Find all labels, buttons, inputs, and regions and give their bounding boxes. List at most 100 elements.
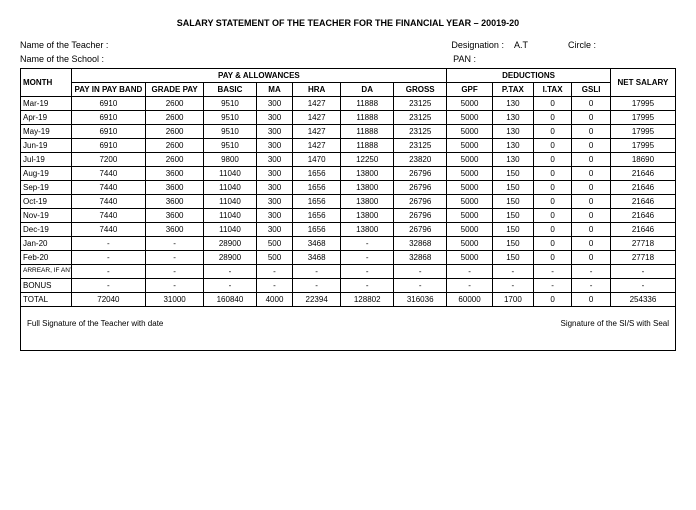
data-cell: - [492, 265, 533, 279]
data-cell: 150 [492, 237, 533, 251]
table-row: Jun-196910260095103001427118882312550001… [21, 139, 676, 153]
data-cell: 12250 [341, 153, 394, 167]
header-pay-allowances: PAY & ALLOWANCES [71, 69, 447, 83]
data-cell: 7440 [71, 223, 146, 237]
data-cell: - [341, 265, 394, 279]
data-cell: 300 [256, 167, 292, 181]
data-cell: 9800 [203, 153, 256, 167]
data-cell: 300 [256, 97, 292, 111]
data-cell: 150 [492, 167, 533, 181]
data-cell: 500 [256, 237, 292, 251]
data-cell: 0 [533, 209, 572, 223]
data-cell: 300 [256, 223, 292, 237]
data-cell: 9510 [203, 97, 256, 111]
month-cell: Oct-19 [21, 195, 72, 209]
data-cell: 9510 [203, 139, 256, 153]
data-cell: 5000 [447, 153, 493, 167]
data-cell: 0 [572, 293, 611, 307]
data-cell: 13800 [341, 209, 394, 223]
circle-label: Circle : [568, 40, 596, 50]
data-cell: 0 [533, 223, 572, 237]
header-deductions: DEDUCTIONS [447, 69, 611, 83]
signature-footer: Full Signature of the Teacher with date … [20, 307, 676, 351]
data-cell: 5000 [447, 209, 493, 223]
data-cell: 3468 [293, 237, 341, 251]
data-cell: 11888 [341, 125, 394, 139]
table-row: Feb-20--289005003468-3286850001500027718 [21, 251, 676, 265]
data-cell: 150 [492, 195, 533, 209]
designation-value [504, 40, 514, 50]
data-cell: 2600 [146, 111, 204, 125]
data-cell: - [203, 265, 256, 279]
data-cell: 4000 [256, 293, 292, 307]
col-header: BASIC [203, 83, 256, 97]
data-cell: 254336 [610, 293, 675, 307]
table-row: Nov-197440360011040300165613800267965000… [21, 209, 676, 223]
table-row: Sep-197440360011040300165613800267965000… [21, 181, 676, 195]
data-cell: 130 [492, 111, 533, 125]
data-cell: - [572, 279, 611, 293]
data-cell: - [394, 265, 447, 279]
col-header: GSLI [572, 83, 611, 97]
data-cell: 13800 [341, 167, 394, 181]
data-cell: 5000 [447, 181, 493, 195]
data-cell: 0 [533, 251, 572, 265]
data-cell: 130 [492, 139, 533, 153]
data-cell: - [533, 265, 572, 279]
data-cell: 300 [256, 125, 292, 139]
data-cell: 17995 [610, 125, 675, 139]
data-cell: 32868 [394, 237, 447, 251]
month-cell: May-19 [21, 125, 72, 139]
col-header: HRA [293, 83, 341, 97]
data-cell: 5000 [447, 195, 493, 209]
data-cell: 0 [533, 293, 572, 307]
data-cell: 11888 [341, 139, 394, 153]
data-cell: 31000 [146, 293, 204, 307]
data-cell: 27718 [610, 237, 675, 251]
data-cell: 0 [533, 111, 572, 125]
data-cell: 0 [533, 195, 572, 209]
data-cell: 1656 [293, 181, 341, 195]
data-cell: 1656 [293, 223, 341, 237]
table-row: Jul-197200260098003001470122502382050001… [21, 153, 676, 167]
data-cell: - [447, 279, 493, 293]
data-cell: 5000 [447, 237, 493, 251]
data-cell: 0 [572, 111, 611, 125]
data-cell: 7440 [71, 181, 146, 195]
month-cell: ARREAR, IF ANY [21, 265, 72, 279]
data-cell: - [533, 279, 572, 293]
data-cell: 18690 [610, 153, 675, 167]
data-cell: 21646 [610, 223, 675, 237]
table-row: Aug-197440360011040300165613800267965000… [21, 167, 676, 181]
header-month: MONTH [21, 69, 72, 97]
page-title: SALARY STATEMENT OF THE TEACHER FOR THE … [20, 18, 676, 28]
data-cell: 130 [492, 97, 533, 111]
data-cell: - [492, 279, 533, 293]
data-cell: 0 [533, 139, 572, 153]
data-cell: 300 [256, 139, 292, 153]
data-cell: 6910 [71, 125, 146, 139]
data-cell: 3600 [146, 181, 204, 195]
data-cell: 11888 [341, 111, 394, 125]
data-cell: - [71, 265, 146, 279]
data-cell: 5000 [447, 125, 493, 139]
month-cell: Jan-20 [21, 237, 72, 251]
data-cell: - [572, 265, 611, 279]
data-cell: 1427 [293, 139, 341, 153]
data-cell: 11040 [203, 167, 256, 181]
data-cell: 0 [572, 125, 611, 139]
data-cell: - [293, 265, 341, 279]
data-cell: 11040 [203, 195, 256, 209]
data-cell: 0 [533, 237, 572, 251]
month-cell: Feb-20 [21, 251, 72, 265]
data-cell: - [71, 279, 146, 293]
salary-table: MONTH PAY & ALLOWANCES DEDUCTIONS NET SA… [20, 68, 676, 307]
data-cell: 0 [533, 97, 572, 111]
data-cell: - [71, 237, 146, 251]
month-cell: Apr-19 [21, 111, 72, 125]
data-cell: 300 [256, 111, 292, 125]
data-cell: 5000 [447, 251, 493, 265]
col-header: I.TAX [533, 83, 572, 97]
data-cell: 60000 [447, 293, 493, 307]
data-cell: - [256, 279, 292, 293]
